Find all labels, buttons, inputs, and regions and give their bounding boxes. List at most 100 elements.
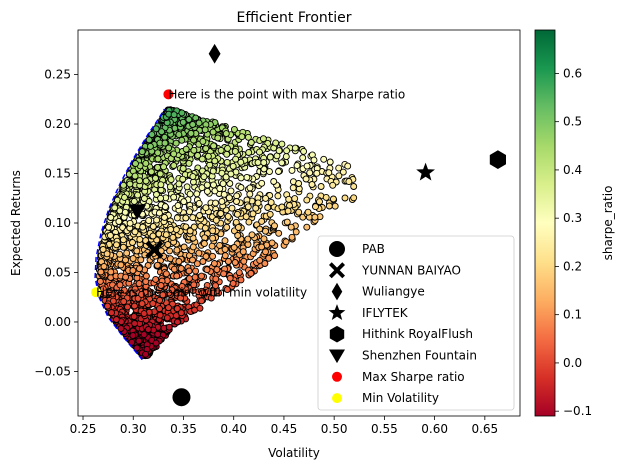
portfolio-point bbox=[191, 273, 199, 281]
portfolio-point bbox=[149, 223, 157, 230]
portfolio-point bbox=[178, 136, 186, 144]
portfolio-point bbox=[124, 303, 131, 311]
portfolio-point bbox=[312, 203, 319, 211]
portfolio-point bbox=[223, 150, 231, 158]
y-tick-label: 0.10 bbox=[44, 216, 71, 230]
portfolio-point bbox=[234, 232, 242, 239]
portfolio-point bbox=[227, 170, 235, 178]
portfolio-point bbox=[116, 250, 124, 258]
portfolio-point bbox=[331, 202, 339, 210]
portfolio-point bbox=[224, 212, 232, 220]
portfolio-point bbox=[282, 238, 290, 246]
portfolio-point bbox=[224, 257, 232, 265]
portfolio-point bbox=[189, 214, 197, 222]
efficient-frontier-line bbox=[94, 108, 166, 361]
portfolio-point bbox=[166, 247, 174, 255]
portfolio-point bbox=[173, 214, 181, 222]
legend-label: Max Sharpe ratio bbox=[362, 370, 465, 384]
portfolio-point bbox=[121, 193, 128, 201]
portfolio-point bbox=[195, 249, 203, 257]
portfolio-point bbox=[265, 254, 273, 262]
portfolio-point bbox=[148, 131, 156, 139]
portfolio-point bbox=[189, 287, 197, 294]
portfolio-point bbox=[271, 252, 279, 260]
portfolio-point bbox=[247, 139, 255, 146]
portfolio-point bbox=[339, 168, 347, 176]
portfolio-point bbox=[156, 311, 164, 319]
chart-title: Efficient Frontier bbox=[236, 10, 351, 26]
portfolio-point bbox=[198, 297, 205, 305]
portfolio-point bbox=[266, 153, 274, 161]
portfolio-point bbox=[284, 207, 292, 215]
portfolio-point bbox=[217, 146, 225, 154]
portfolio-point bbox=[152, 125, 160, 133]
portfolio-point bbox=[189, 256, 196, 264]
portfolio-point bbox=[169, 233, 177, 241]
portfolio-point bbox=[132, 160, 139, 168]
portfolio-point bbox=[223, 286, 231, 294]
portfolio-point bbox=[153, 261, 161, 269]
portfolio-point bbox=[173, 246, 181, 254]
portfolio-point bbox=[138, 300, 146, 308]
portfolio-point bbox=[293, 162, 301, 170]
portfolio-point bbox=[240, 257, 248, 265]
portfolio-point bbox=[237, 174, 245, 182]
portfolio-point bbox=[199, 258, 207, 265]
portfolio-point bbox=[201, 126, 209, 134]
portfolio-point bbox=[145, 136, 153, 144]
portfolio-point bbox=[190, 223, 198, 231]
portfolio-point bbox=[233, 192, 241, 200]
portfolio-point bbox=[198, 184, 206, 192]
portfolio-point bbox=[218, 169, 226, 177]
portfolio-point bbox=[254, 159, 262, 166]
portfolio-point bbox=[152, 339, 160, 347]
portfolio-point bbox=[258, 217, 266, 225]
portfolio-point bbox=[177, 309, 185, 317]
portfolio-point bbox=[163, 314, 171, 322]
colorbar-tick-label: 0.2 bbox=[563, 259, 582, 273]
portfolio-point bbox=[162, 270, 170, 278]
portfolio-point bbox=[202, 145, 210, 152]
portfolio-point bbox=[173, 305, 181, 313]
portfolio-point bbox=[172, 226, 180, 234]
portfolio-point bbox=[278, 159, 286, 167]
portfolio-point bbox=[260, 159, 268, 167]
portfolio-point bbox=[262, 194, 270, 202]
portfolio-point bbox=[248, 231, 256, 239]
portfolio-point bbox=[154, 163, 162, 171]
portfolio-point bbox=[185, 267, 193, 275]
portfolio-point bbox=[335, 172, 343, 180]
portfolio-point bbox=[306, 169, 314, 177]
portfolio-point bbox=[116, 281, 124, 289]
portfolio-point bbox=[142, 350, 150, 358]
portfolio-point bbox=[259, 135, 267, 143]
colorbar-tick-label: 0.3 bbox=[563, 211, 582, 225]
portfolio-point bbox=[209, 128, 217, 136]
asset-marker-iflytek bbox=[416, 162, 435, 181]
legend-marker bbox=[332, 371, 342, 382]
portfolio-point bbox=[198, 155, 206, 163]
colorbar-tick-label: 0.1 bbox=[563, 308, 582, 322]
portfolio-point bbox=[209, 167, 217, 175]
colorbar bbox=[534, 29, 556, 417]
portfolio-point bbox=[237, 184, 245, 191]
portfolio-point bbox=[246, 190, 254, 198]
portfolio-point bbox=[155, 209, 163, 217]
x-tick-label: 0.25 bbox=[70, 422, 97, 436]
portfolio-point bbox=[303, 162, 311, 170]
portfolio-point bbox=[204, 152, 212, 160]
portfolio-point bbox=[192, 267, 200, 275]
portfolio-point bbox=[244, 133, 252, 141]
portfolio-point bbox=[235, 269, 243, 277]
portfolio-point bbox=[131, 285, 139, 293]
colorbar-tick-label: −0.1 bbox=[563, 404, 592, 418]
portfolio-point bbox=[286, 202, 293, 209]
x-axis-ticks: 0.25 0.30 0.35 0.40 0.45 0.50 0.55 0.60 0.65 bbox=[70, 416, 498, 436]
portfolio-point bbox=[198, 289, 206, 297]
portfolio-point bbox=[136, 235, 144, 243]
portfolio-point bbox=[262, 227, 269, 235]
portfolio-point bbox=[221, 245, 229, 253]
portfolio-point bbox=[344, 162, 352, 170]
portfolio-point bbox=[245, 149, 253, 156]
portfolio-point bbox=[137, 256, 145, 264]
